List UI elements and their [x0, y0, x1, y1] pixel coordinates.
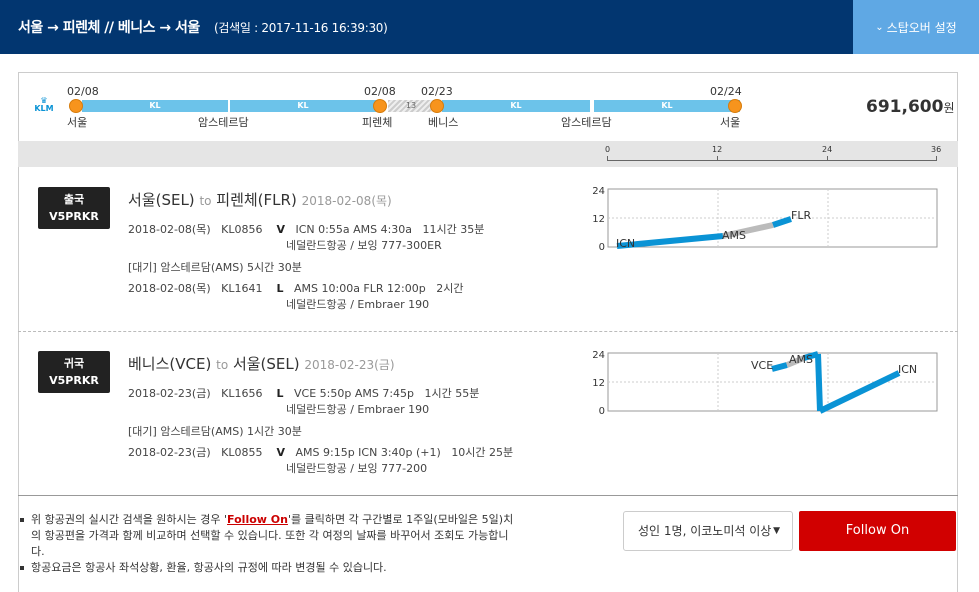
- flight-line-segment: [815, 353, 823, 412]
- chart-y-label: 0: [599, 406, 605, 417]
- aircraft-info: 네덜란드항공 / Embraer 190: [286, 298, 430, 311]
- timeline-city: 베니스: [428, 116, 459, 129]
- chevron-down-icon: ⌄: [875, 21, 884, 33]
- timeline-date: 02/08: [364, 85, 396, 98]
- stopover-segment: 13: [388, 100, 434, 112]
- crown-icon: ♛: [40, 96, 48, 105]
- flight-row: 2018-02-23(금) KL0855 V AMS 9:15p ICN 3:4…: [128, 446, 514, 459]
- timeline-date: 02/24: [710, 85, 742, 98]
- axis-tick-label: 0: [605, 145, 611, 154]
- hour-axis-line: [607, 160, 937, 161]
- caret-down-icon: ▼: [773, 526, 780, 536]
- result-card: [18, 72, 958, 592]
- axis-tick: [607, 156, 608, 161]
- stopover-settings-button[interactable]: ⌄ 스탑오버 설정: [853, 0, 979, 54]
- results-header: 서울 → 피렌체 // 베니스 → 서울 (검색일 : 2017-11-16 1…: [0, 0, 979, 54]
- flight-line-segment: [772, 216, 792, 228]
- timeline-segment: KL: [442, 100, 590, 112]
- timeline-city: 피렌체: [362, 116, 393, 129]
- chart-airport-label: ICN: [898, 363, 917, 376]
- outbound-badge: 출국 V5PRKR: [38, 187, 110, 229]
- search-timestamp: (검색일 : 2017-11-16 16:39:30): [214, 21, 388, 35]
- chart-airport-label: AMS: [722, 229, 746, 242]
- return-time-chart: 24 12 0 VCE AMS ICN: [583, 349, 938, 419]
- chart-y-label: 12: [592, 378, 605, 389]
- chart-y-label: 0: [599, 242, 605, 253]
- flight-line-segment: [771, 362, 788, 372]
- axis-tick-label: 12: [712, 145, 723, 154]
- time-chart-svg: 24 12 0 VCE AMS ICN: [592, 350, 938, 417]
- timeline-date: 02/23: [421, 85, 453, 98]
- leg-title: 서울(SEL) to 피렌체(FLR) 2018-02-08(목): [128, 191, 392, 209]
- timeline-stop-dot: [373, 99, 387, 113]
- axis-tick-label: 36: [931, 145, 942, 154]
- hour-axis-bar: 0 12 24 36: [18, 141, 958, 167]
- timeline-segment: KL: [82, 100, 228, 112]
- axis-tick: [717, 156, 718, 161]
- note-item: 항공요금은 항공사 좌석상황, 환율, 항공사의 규정에 따라 변경될 수 있습…: [20, 560, 520, 576]
- klm-logo: ♛ KLM: [34, 96, 54, 113]
- leg-divider: [18, 331, 958, 332]
- notes-list: 위 항공권의 실시간 검색을 원하시는 경우 'Follow On'를 클릭하면…: [20, 512, 520, 576]
- follow-on-button[interactable]: Follow On: [799, 511, 956, 551]
- axis-tick-label: 24: [822, 145, 833, 154]
- stopover-label: 스탑오버 설정: [886, 20, 957, 35]
- timeline-city: 암스테르담: [198, 116, 249, 129]
- aircraft-info: 네덜란드항공 / 보잉 777-200: [286, 462, 428, 475]
- timeline-segment: KL: [230, 100, 376, 112]
- flight-row: 2018-02-23(금) KL1656 L VCE 5:50p AMS 7:4…: [128, 387, 480, 400]
- total-price: 691,600원: [866, 97, 955, 117]
- itinerary-timeline: ♛ KLM KL KL 13 KL KL 02/08 02/08 02/23 0…: [0, 0, 979, 140]
- chart-airport-label: FLR: [791, 209, 811, 222]
- chart-y-label: 24: [592, 186, 605, 197]
- time-chart-svg: 24 12 0 ICN AMS FLR: [592, 186, 938, 253]
- timeline-stop-dot: [728, 99, 742, 113]
- axis-tick: [936, 156, 937, 161]
- flight-line-segment: [818, 370, 901, 414]
- layover-info: [대기] 암스테르담(AMS) 5시간 30분: [128, 261, 302, 274]
- chart-y-label: 24: [592, 350, 605, 361]
- route-title: 서울 → 피렌체 // 베니스 → 서울: [18, 20, 200, 36]
- timeline-stop-dot: [69, 99, 83, 113]
- timeline-date: 02/08: [67, 85, 99, 98]
- leg-title: 베니스(VCE) to 서울(SEL) 2018-02-23(금): [128, 355, 395, 373]
- return-badge: 귀국 V5PRKR: [38, 351, 110, 393]
- timeline-city: 서울: [67, 116, 88, 129]
- aircraft-info: 네덜란드항공 / Embraer 190: [286, 403, 430, 416]
- axis-tick: [827, 156, 828, 161]
- timeline-segment: KL: [594, 100, 740, 112]
- aircraft-info: 네덜란드항공 / 보잉 777-300ER: [286, 239, 442, 252]
- chart-airport-label: AMS: [789, 353, 813, 366]
- chart-airport-label: VCE: [751, 359, 773, 372]
- passenger-class-select[interactable]: 성인 1명, 이코노미석 이상 ▼: [623, 511, 793, 551]
- chart-airport-label: ICN: [616, 237, 635, 250]
- note-item: 위 항공권의 실시간 검색을 원하시는 경우 'Follow On'를 클릭하면…: [20, 512, 520, 560]
- timeline-city: 암스테르담: [561, 116, 612, 129]
- timeline-city: 서울: [720, 116, 741, 129]
- follow-on-link[interactable]: Follow On: [227, 513, 288, 526]
- flight-line-segment: [616, 233, 724, 249]
- chart-y-label: 12: [592, 214, 605, 225]
- timeline-stop-dot: [430, 99, 444, 113]
- outbound-time-chart: 24 12 0 ICN AMS FLR: [583, 185, 938, 255]
- flight-row: 2018-02-08(목) KL0856 V ICN 0:55a AMS 4:3…: [128, 223, 485, 236]
- layover-line-segment: [722, 222, 774, 239]
- flight-row: 2018-02-08(목) KL1641 L AMS 10:00a FLR 12…: [128, 282, 464, 295]
- layover-info: [대기] 암스테르담(AMS) 1시간 30분: [128, 425, 302, 438]
- layover-line-segment: [785, 355, 806, 368]
- footer-divider: [18, 495, 958, 496]
